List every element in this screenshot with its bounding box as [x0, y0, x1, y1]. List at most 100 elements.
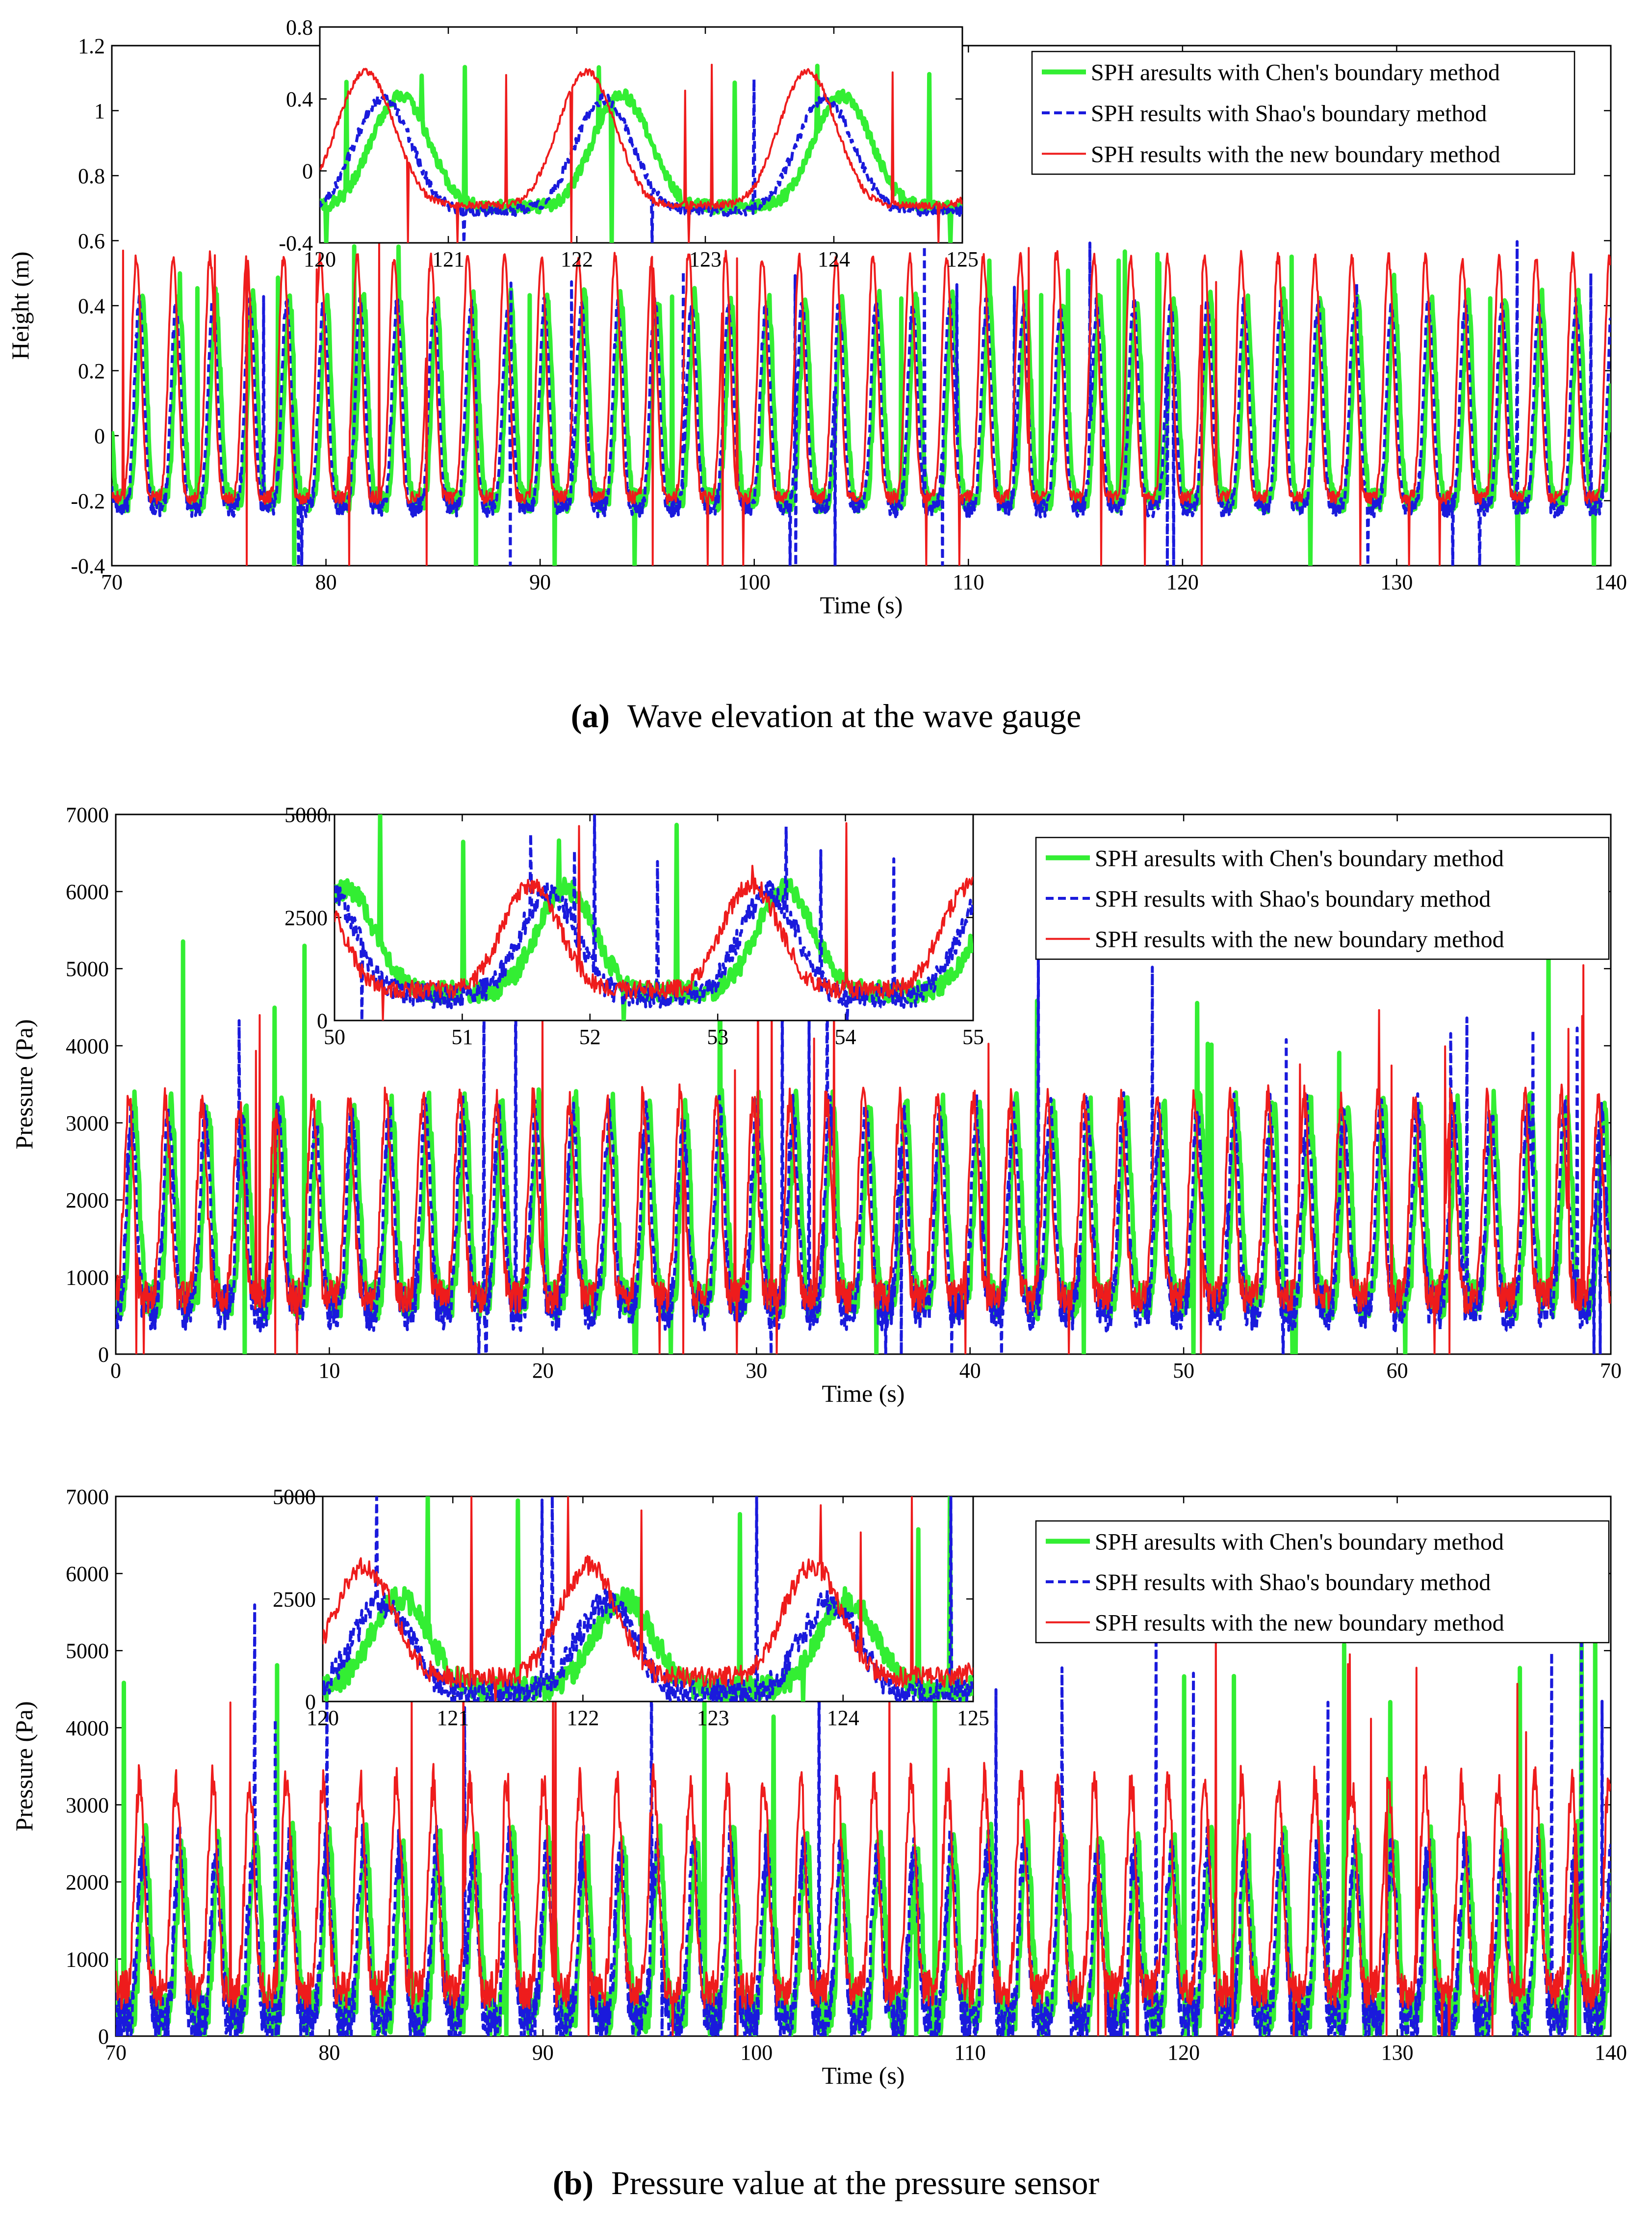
p1-ytick-label: 1.2	[78, 34, 105, 58]
p3-inset-series-new-line	[323, 1496, 973, 1701]
p2-inset-xtick-label: 51	[451, 1025, 473, 1049]
p2-xtick-label: 30	[746, 1359, 767, 1383]
p3-xtick-label: 120	[1167, 2041, 1200, 2065]
p2-ytick-label: 2000	[66, 1188, 109, 1212]
p3-ytick-label: 5000	[66, 1639, 109, 1663]
p2-series-new-line	[116, 953, 1611, 1354]
p1-ytick-label: 0.8	[78, 164, 105, 188]
p1-series-chen-line	[112, 244, 1611, 566]
p2-legend-box	[1035, 837, 1610, 960]
p3-ylabel: Pressure (Pa)	[10, 1701, 38, 1831]
p3-legend-label: SPH results with the new boundary method	[1095, 1610, 1504, 1636]
p1-xtick-label: 70	[101, 570, 123, 594]
p2-inset-xtick-label: 52	[579, 1025, 601, 1049]
p1-legend-label: SPH results with the new boundary method	[1091, 141, 1500, 167]
p2-xtick-label: 50	[1173, 1359, 1194, 1383]
p1-ylabel: Height (m)	[6, 252, 34, 360]
p3-series-new-line	[116, 1616, 1611, 2036]
p3-inset-ytick-label: 0	[305, 1690, 316, 1714]
caption-a-tag: (a)	[570, 697, 610, 734]
p2-ytick-label: 1000	[66, 1265, 109, 1289]
p2-ytick-label: 4000	[66, 1034, 109, 1058]
p2-xtick-label: 0	[110, 1359, 121, 1383]
p2-inset-series-new-line	[335, 822, 973, 1021]
p1-legend-box	[1031, 51, 1575, 175]
p1-legend-label: SPH aresults with Chen's boundary method	[1091, 60, 1500, 86]
p1-ytick-label: 0	[94, 424, 105, 448]
p3-xtick-label: 130	[1381, 2041, 1414, 2065]
pressure-chart-70-140: 70 80 90 100 110 120 130 140 0 1000 2000 3000 4000 50…	[10, 1485, 1627, 2089]
p2-inset-xtick-label: 55	[962, 1025, 984, 1049]
p1-ytick-label: 0.4	[78, 294, 105, 318]
p1-xtick-label: 120	[1166, 570, 1199, 594]
p2-ytick-label: 7000	[66, 803, 109, 827]
p2-inset-ytick-label: 5000	[284, 803, 328, 827]
p2-inset-xtick-label: 54	[835, 1025, 856, 1049]
p2-inset-xtick-label: 50	[324, 1025, 345, 1049]
p1-xtick-label: 130	[1380, 570, 1413, 594]
p3-ytick-label: 2000	[66, 1870, 109, 1894]
p2-legend-label: SPH results with the new boundary method	[1095, 927, 1504, 953]
p3-xtick-label: 80	[318, 2041, 340, 2065]
p1-xtick-label: 110	[953, 570, 984, 594]
p2-xlabel: Time (s)	[822, 1380, 904, 1407]
p3-xtick-label: 90	[532, 2041, 554, 2065]
p3-inset: 120 121 122 123 124 125 0 2500 5000	[273, 1485, 989, 1730]
p1-inset-xtick-label: 122	[561, 247, 593, 271]
caption-b-text: Pressure value at the pressure sensor	[611, 2164, 1100, 2201]
p2-xtick-label: 60	[1387, 1359, 1408, 1383]
p1-inset: 120 121 122 123 124 125 -0.4 0 0.4 0.8	[279, 15, 979, 271]
p3-inset-xtick-label: 121	[437, 1706, 469, 1730]
p3-ytick-label: 6000	[66, 1562, 109, 1586]
p1-inset-ytick-label: -0.4	[279, 231, 313, 255]
p3-ytick-label: 3000	[66, 1793, 109, 1817]
p3-inset-xtick-label: 125	[957, 1706, 989, 1730]
p3-inset-series-chen-line	[323, 1496, 973, 1701]
p1-xlabel: Time (s)	[820, 591, 903, 619]
p2-inset-xtick-label: 53	[707, 1025, 728, 1049]
p2-legend-label: SPH results with Shao's boundary method	[1095, 886, 1491, 912]
p1-inset-ytick-label: 0.8	[286, 15, 313, 39]
p2-inset-ytick-label: 0	[317, 1009, 328, 1033]
p3-xlabel: Time (s)	[822, 2062, 904, 2089]
p1-inset-xtick-label: 124	[818, 247, 850, 271]
caption-a: (a) Wave elevation at the wave gauge	[0, 697, 1652, 735]
caption-a-text: Wave elevation at the wave gauge	[627, 697, 1082, 734]
p1-inset-xtick-label: 121	[432, 247, 465, 271]
caption-b-tag: (b)	[552, 2164, 594, 2201]
p3-inset-xtick-label: 120	[307, 1706, 339, 1730]
p3-ytick-label: 1000	[66, 1947, 109, 1971]
p2-xtick-label: 10	[318, 1359, 340, 1383]
p3-inset-ytick-label: 5000	[273, 1485, 316, 1509]
p1-series-new-line	[112, 241, 1611, 566]
p1-ytick-label: 1	[94, 99, 105, 123]
p3-xtick-label: 100	[740, 2041, 773, 2065]
p1-inset-series-new-line	[320, 63, 962, 243]
p1-inset-xtick-label: 120	[304, 247, 336, 271]
p2-inset-ytick-label: 2500	[284, 906, 328, 930]
p3-ytick-label: 7000	[66, 1485, 109, 1509]
p2-ytick-label: 6000	[66, 880, 109, 904]
p2-inset: 50 51 52 53 54 55 0 2500 5000	[284, 803, 984, 1049]
p3-ytick-label: 0	[98, 2024, 109, 2048]
p3-legend-label: SPH results with Shao's boundary method	[1095, 1570, 1491, 1596]
p2-ytick-label: 0	[98, 1342, 109, 1366]
p1-ytick-label: -0.2	[71, 489, 105, 513]
p3-inset-xtick-label: 123	[697, 1706, 729, 1730]
p2-xtick-label: 70	[1600, 1359, 1622, 1383]
p2-xtick-label: 20	[532, 1359, 554, 1383]
p1-inset-xtick-label: 123	[689, 247, 722, 271]
p3-inset-xtick-label: 122	[567, 1706, 599, 1730]
p1-xtick-label: 80	[315, 570, 337, 594]
p1-legend-label: SPH results with Shao's boundary method	[1091, 101, 1487, 127]
p3-ytick-label: 4000	[66, 1716, 109, 1740]
p2-xtick-label: 40	[959, 1359, 981, 1383]
p2-legend-label: SPH aresults with Chen's boundary method	[1095, 845, 1504, 871]
caption-b: (b) Pressure value at the pressure sensor	[0, 2164, 1652, 2202]
p1-xtick-label: 100	[738, 570, 771, 594]
p1-inset-ytick-label: 0	[302, 159, 313, 183]
p1-ytick-label: -0.4	[71, 554, 105, 578]
p1-ytick-label: 0.2	[78, 359, 105, 383]
p2-ylabel: Pressure (Pa)	[10, 1019, 38, 1149]
